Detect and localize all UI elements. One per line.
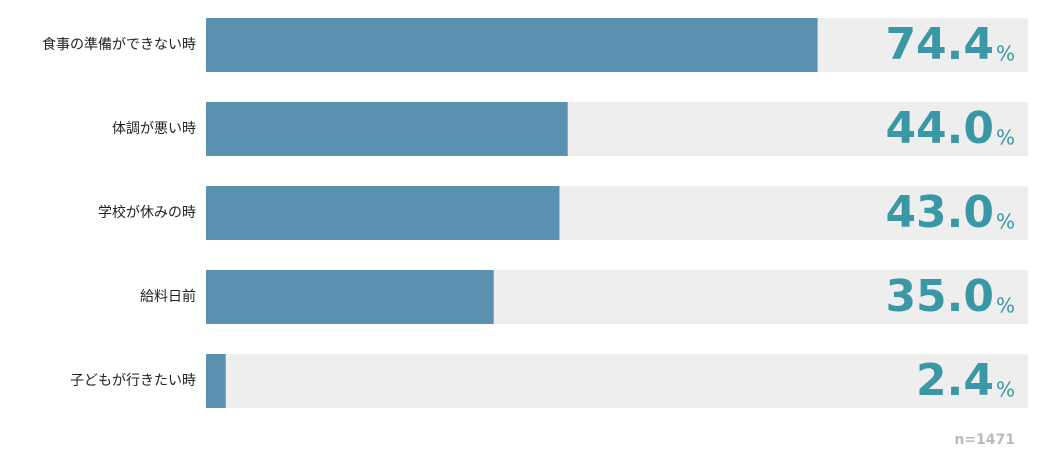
value-label: 74.4 [885,19,994,70]
value-unit: % [996,42,1015,66]
bar [206,18,818,72]
value-label: 43.0 [885,187,994,238]
value-label: 35.0 [885,271,994,322]
value-unit: % [996,378,1015,402]
bar-track [206,354,1028,408]
category-label: 食事の準備ができない時 [42,36,196,53]
bar [206,270,494,324]
value-unit: % [996,210,1015,234]
bar [206,102,568,156]
sample-size-note: n=1471 [954,432,1015,448]
category-label: 子どもが行きたい時 [70,373,196,389]
bar [206,186,560,240]
category-label: 体調が悪い時 [112,121,196,137]
value-unit: % [996,294,1015,318]
value-label: 44.0 [885,103,994,154]
value-unit: % [996,126,1015,150]
category-label: 学校が休みの時 [98,204,196,221]
value-label: 2.4 [916,355,994,406]
bar [206,354,226,408]
category-label: 給料日前 [140,288,196,305]
